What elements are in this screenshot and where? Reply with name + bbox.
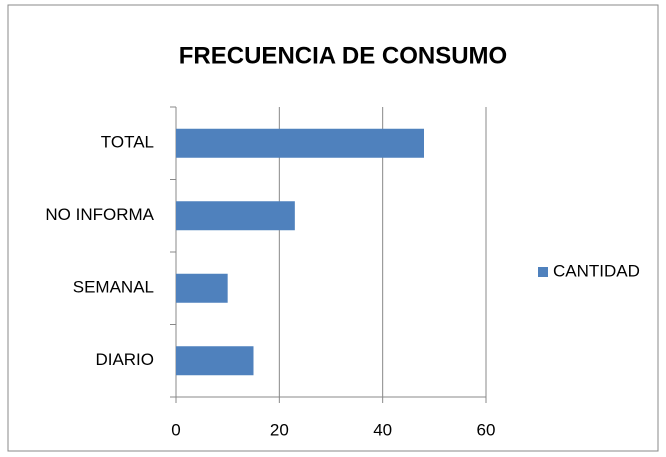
- x-tick-label: 20: [270, 420, 289, 439]
- legend-swatch: [538, 267, 548, 277]
- chart-title: FRECUENCIA DE CONSUMO: [179, 42, 507, 69]
- x-tick-label: 0: [171, 420, 180, 439]
- y-tick-label: NO INFORMA: [45, 205, 154, 224]
- chart-frame: [7, 4, 659, 452]
- bar: [176, 128, 424, 158]
- y-tick-label: SEMANAL: [73, 278, 154, 297]
- y-tick-label: DIARIO: [95, 350, 154, 369]
- bar: [176, 346, 254, 376]
- bar: [176, 201, 295, 231]
- x-tick-label: 40: [373, 420, 392, 439]
- x-tick-label: 60: [477, 420, 496, 439]
- bar: [176, 273, 228, 303]
- y-tick-label: TOTAL: [101, 133, 154, 152]
- legend-label: CANTIDAD: [553, 261, 640, 280]
